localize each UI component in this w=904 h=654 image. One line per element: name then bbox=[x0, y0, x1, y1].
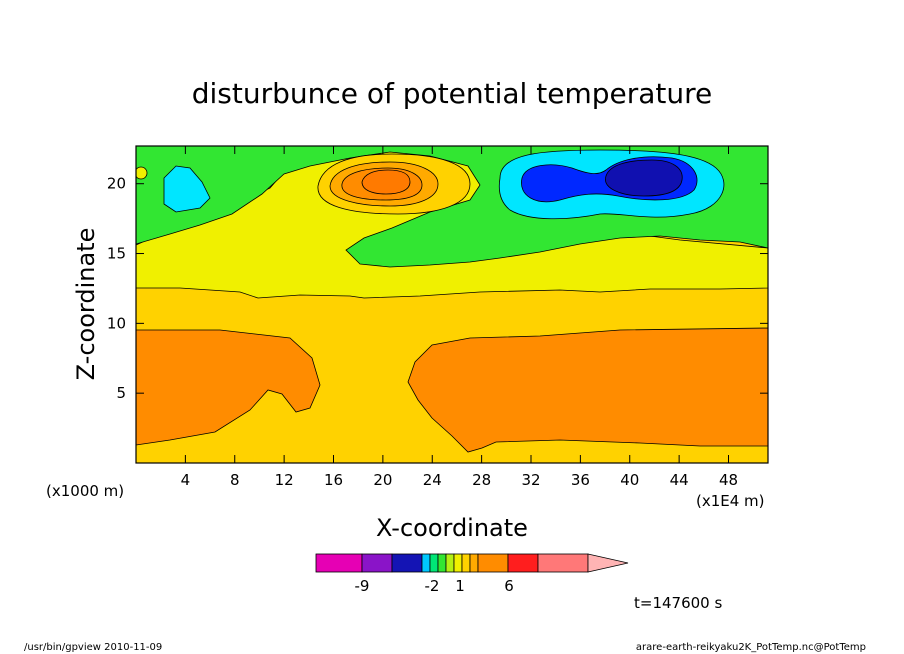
colorbar-tick-label: -9 bbox=[355, 577, 370, 595]
colorbar-cell bbox=[477, 553, 509, 573]
x-tick-label: 24 bbox=[423, 471, 442, 489]
x-tick-label: 36 bbox=[571, 471, 590, 489]
x-tick-label: 20 bbox=[373, 471, 392, 489]
chart-title: disturbunce of potential temperature bbox=[192, 77, 713, 110]
colorbar-extend-arrow bbox=[587, 553, 629, 573]
colorbar-cell bbox=[391, 553, 423, 573]
colorbar-cell bbox=[507, 553, 539, 573]
y-axis-label: Z-coordinate bbox=[72, 228, 100, 381]
y-tick-label: 15 bbox=[107, 245, 126, 263]
x-tick-label: 48 bbox=[719, 471, 738, 489]
colorbar-tick-labels: -9 -2 1 6 bbox=[355, 577, 514, 595]
plot-frame bbox=[135, 145, 769, 464]
x-tick-label: 44 bbox=[670, 471, 689, 489]
contour-region-cool-core bbox=[605, 159, 683, 197]
x-unit-right: (x1E4 m) bbox=[696, 492, 765, 510]
x-axis-label: X-coordinate bbox=[376, 514, 528, 542]
colorbar-cell bbox=[469, 553, 479, 573]
x-tick-label: 8 bbox=[230, 471, 240, 489]
y-tick-label: 10 bbox=[107, 314, 126, 332]
contour-region-warm-blob-core bbox=[361, 169, 411, 195]
colorbar bbox=[315, 553, 629, 573]
x-axis-ticks: 4 8 12 16 20 24 28 32 36 40 44 48 bbox=[181, 146, 738, 489]
colorbar-cell bbox=[315, 553, 363, 573]
colorbar-tick-label: -2 bbox=[425, 577, 440, 595]
colorbar-cell bbox=[453, 553, 463, 573]
colorbar-tick-label: 1 bbox=[455, 577, 465, 595]
footer-left: /usr/bin/gpview 2010-11-09 bbox=[24, 642, 162, 653]
plot-area bbox=[136, 146, 768, 463]
colorbar-cell bbox=[437, 553, 447, 573]
colorbar-cell bbox=[537, 553, 589, 573]
x-tick-label: 28 bbox=[472, 471, 491, 489]
contour-region-orange-right bbox=[407, 327, 768, 453]
y-tick-label: 20 bbox=[107, 175, 126, 193]
contour-region-orange-left bbox=[136, 329, 321, 446]
y-axis-ticks: 5 10 15 20 bbox=[107, 175, 768, 402]
colorbar-cell bbox=[461, 553, 471, 573]
colorbar-cell bbox=[445, 553, 455, 573]
colorbar-cell bbox=[361, 553, 393, 573]
x-tick-label: 16 bbox=[324, 471, 343, 489]
x-tick-label: 40 bbox=[620, 471, 639, 489]
time-label: t=147600 s bbox=[634, 594, 722, 612]
footer-right: arare-earth-reikyaku2K_PotTemp.nc@PotTem… bbox=[636, 642, 866, 653]
colorbar-cell bbox=[429, 553, 439, 573]
colorbar-cell bbox=[421, 553, 431, 573]
x-tick-label: 12 bbox=[275, 471, 294, 489]
contour-region-cyan-small bbox=[163, 165, 211, 213]
x-unit-left: (x1000 m) bbox=[46, 482, 124, 500]
contour-region-small-spot bbox=[136, 166, 148, 180]
x-tick-label: 32 bbox=[521, 471, 540, 489]
x-tick-label: 4 bbox=[181, 471, 191, 489]
colorbar-tick-label: 6 bbox=[504, 577, 514, 595]
y-tick-label: 5 bbox=[116, 384, 126, 402]
